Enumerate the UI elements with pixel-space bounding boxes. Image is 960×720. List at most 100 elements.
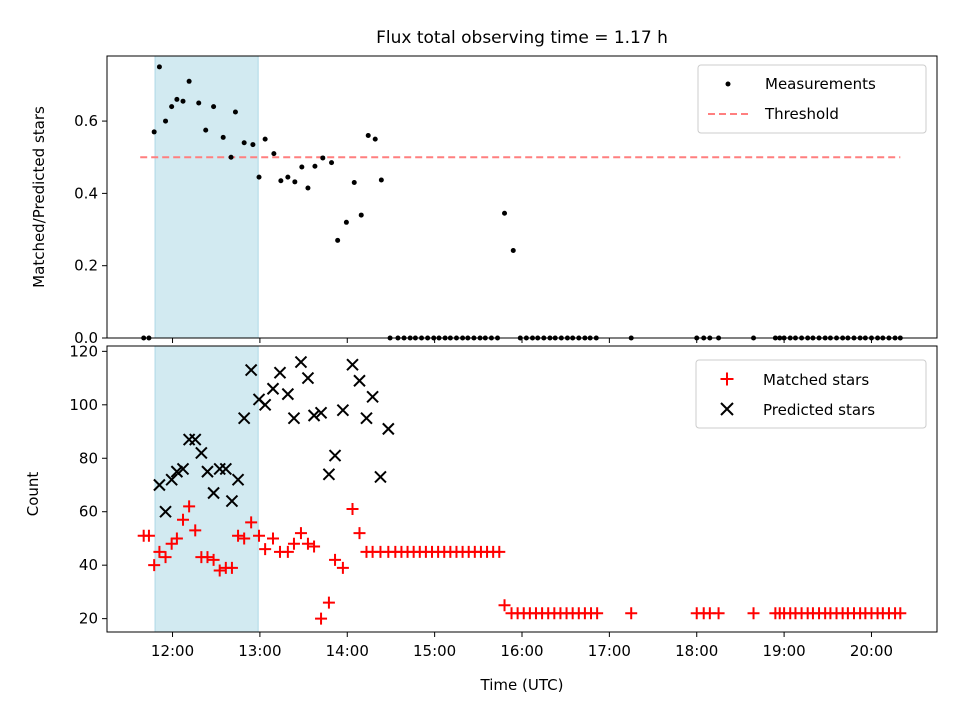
- y-tick-label: 120: [69, 342, 98, 360]
- legend-threshold-label: Threshold: [764, 105, 839, 123]
- matched-marker: [245, 516, 258, 529]
- matched-marker: [225, 561, 238, 574]
- matched-marker: [253, 529, 266, 542]
- legend-measurement-marker: [725, 81, 731, 87]
- matched-markers: [137, 500, 907, 625]
- matched-marker: [322, 596, 335, 609]
- measurement-point: [156, 64, 162, 70]
- matched-marker: [336, 561, 349, 574]
- measurement-point: [278, 178, 284, 184]
- predicted-marker: [258, 398, 272, 412]
- x-tick-label: 12:00: [151, 642, 194, 660]
- legend-matched-label: Matched stars: [763, 371, 869, 389]
- predicted-marker: [353, 374, 366, 387]
- measurement-point: [305, 185, 311, 191]
- matched-marker: [747, 607, 760, 620]
- predicted-marker: [360, 411, 373, 425]
- predicted-marker: [374, 470, 387, 484]
- predicted-marker: [225, 494, 239, 508]
- matched-marker: [493, 545, 506, 558]
- measurement-point: [220, 134, 226, 140]
- x-tick-label: 14:00: [326, 642, 369, 660]
- measurement-point: [241, 140, 247, 146]
- matched-marker: [259, 543, 272, 556]
- y-tick-label: 0.0: [74, 329, 98, 347]
- chart-title: Flux total observing time = 1.17 h: [376, 28, 668, 48]
- matched-marker: [329, 553, 342, 566]
- measurement-point: [299, 164, 305, 170]
- matched-marker: [591, 607, 604, 620]
- measurement-point: [186, 78, 192, 84]
- measurement-point: [196, 100, 202, 106]
- x-tick-label: 17:00: [588, 642, 631, 660]
- matched-marker: [189, 524, 202, 537]
- predicted-marker: [207, 486, 220, 500]
- x-tick-label: 19:00: [762, 642, 805, 660]
- measurement-point: [502, 210, 508, 216]
- predicted-marker: [165, 473, 178, 486]
- x-axis-label: Time (UTC): [480, 676, 564, 694]
- predicted-marker: [170, 465, 184, 478]
- bottom-legend: Matched stars Predicted stars: [695, 359, 927, 429]
- x-tick-label: 20:00: [850, 642, 893, 660]
- predicted-marker: [281, 387, 295, 401]
- matched-marker: [170, 532, 183, 545]
- measurement-point: [232, 109, 238, 115]
- predicted-marker: [176, 462, 190, 476]
- predicted-marker: [346, 358, 359, 371]
- x-tick-label: 18:00: [675, 642, 718, 660]
- matched-marker: [625, 607, 638, 620]
- measurement-point: [378, 177, 384, 183]
- matched-marker: [232, 529, 245, 542]
- y-tick-label: 0.6: [74, 112, 98, 130]
- top-y-ticks: 0.0 0.2 0.4 0.6: [74, 112, 107, 347]
- matched-marker: [207, 553, 220, 566]
- predicted-marker: [153, 478, 166, 492]
- measurement-point: [256, 174, 262, 180]
- measurement-point: [292, 179, 298, 185]
- measurement-point: [335, 237, 341, 243]
- matched-marker: [301, 537, 314, 550]
- matched-marker: [183, 500, 196, 513]
- measurement-point: [320, 155, 326, 161]
- matched-marker: [238, 532, 251, 545]
- matched-marker: [346, 503, 359, 516]
- measurement-point: [351, 180, 357, 186]
- predicted-marker: [366, 390, 379, 403]
- bottom-y-axis-label: Count: [24, 472, 42, 517]
- matched-marker: [712, 607, 725, 620]
- measurement-point: [372, 136, 378, 142]
- bottom-shaded-span: [154, 345, 259, 633]
- measurement-point: [329, 160, 335, 166]
- matched-marker: [498, 599, 511, 612]
- measurement-point: [365, 133, 371, 139]
- predicted-marker: [159, 505, 172, 518]
- predicted-marker: [382, 422, 395, 436]
- matched-marker: [165, 537, 178, 550]
- legend-predicted-marker: [720, 402, 734, 416]
- bottom-y-ticks: 20 40 60 80 100 120: [69, 342, 107, 628]
- predicted-marker: [244, 363, 258, 377]
- bottom-x-ticks: 12:00 13:00 14:00 15:00 16:00 17:00 18:00 19:00…: [151, 632, 893, 660]
- top-legend: Measurements Threshold: [697, 64, 927, 134]
- measurement-point: [228, 154, 234, 160]
- measurement-point: [250, 142, 256, 148]
- matched-marker: [308, 540, 321, 553]
- matched-marker: [177, 513, 190, 526]
- matched-marker: [353, 527, 366, 540]
- matched-marker: [267, 532, 279, 545]
- measurement-point: [180, 98, 186, 104]
- top-panel: 0.0 0.2 0.4 0.6 Matched/Predicted stars Mea…: [30, 55, 938, 347]
- measurement-point: [312, 163, 318, 169]
- y-tick-label: 100: [69, 396, 98, 414]
- y-tick-label: 80: [79, 449, 98, 467]
- measurement-point: [211, 104, 217, 110]
- legend-matched-marker: [720, 372, 734, 386]
- matched-marker: [213, 564, 226, 577]
- measurement-point: [169, 104, 175, 110]
- matched-marker: [281, 545, 294, 558]
- predicted-marker: [314, 406, 328, 420]
- x-tick-label: 15:00: [413, 642, 456, 660]
- bottom-panel: 20 40 60 80 100 120 12:00 13:00 14:00 15:00 16:00…: [24, 342, 938, 694]
